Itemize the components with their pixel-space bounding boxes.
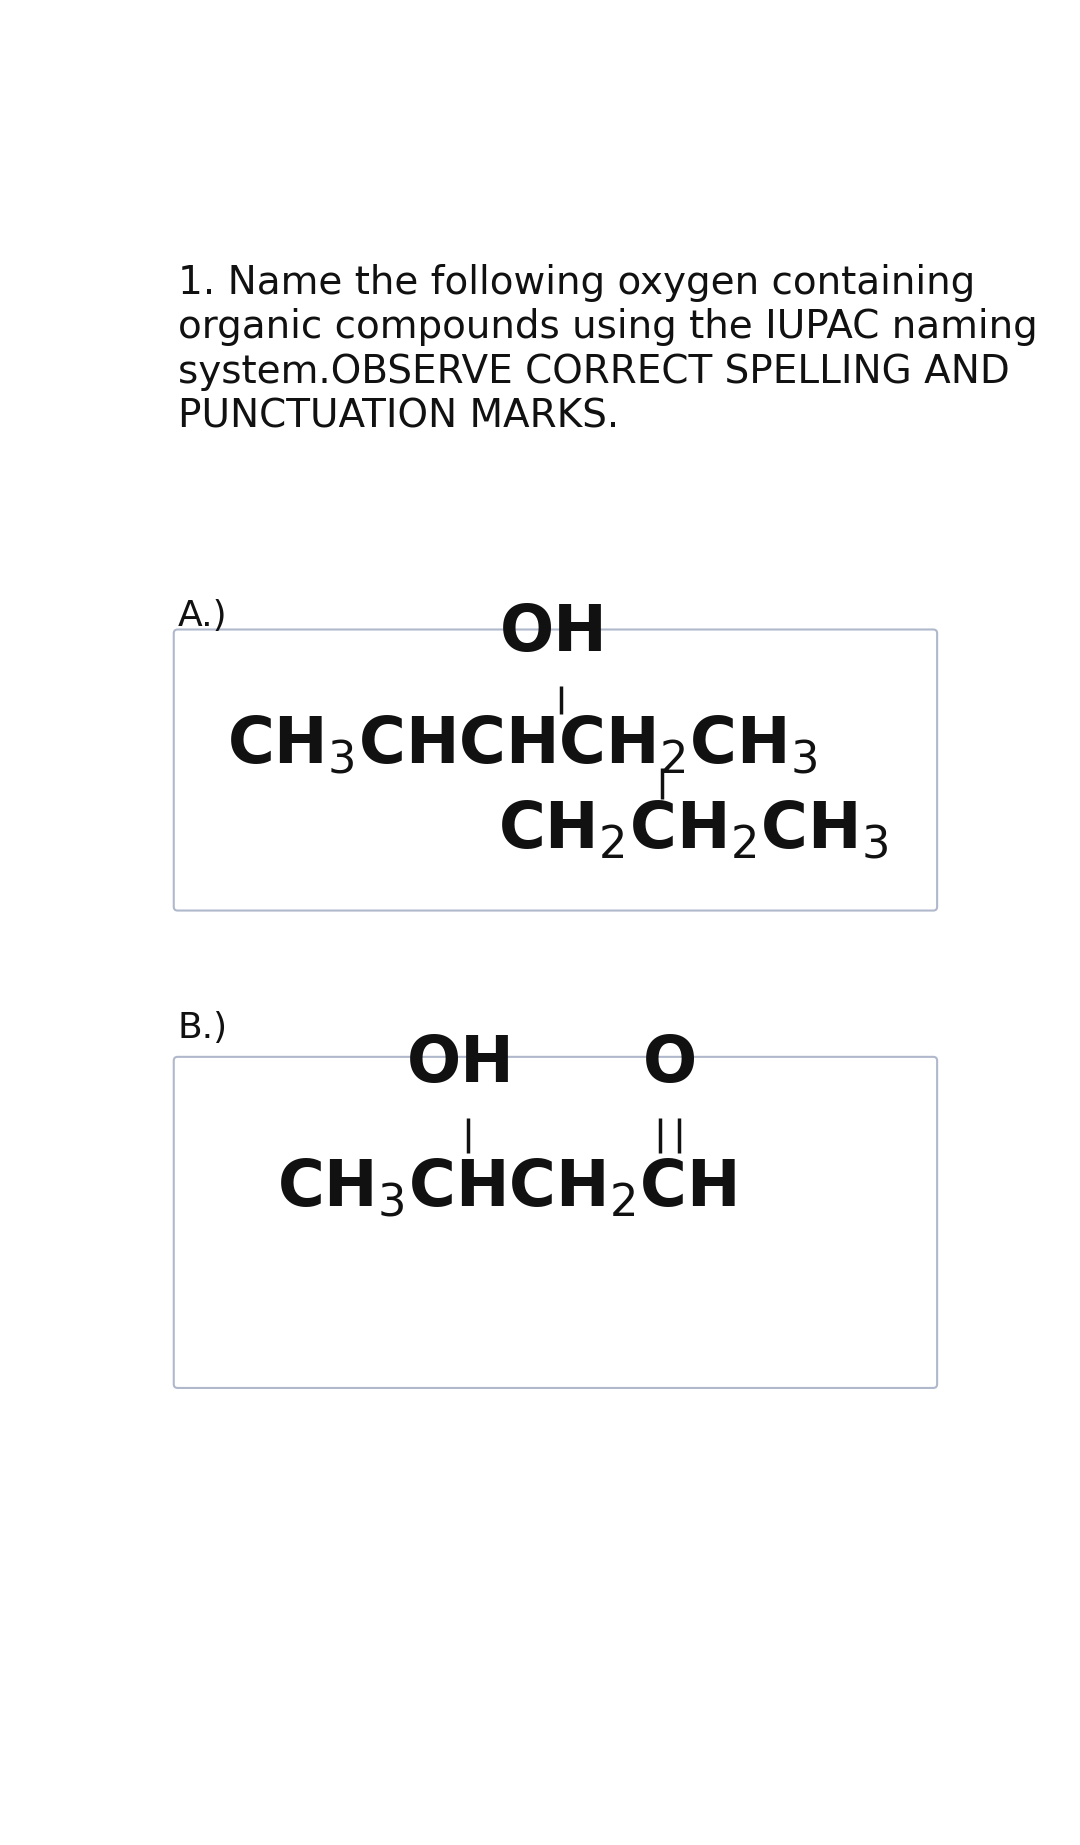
Text: CH$_2$CH$_2$CH$_3$: CH$_2$CH$_2$CH$_3$	[498, 799, 888, 862]
Text: B.): B.)	[177, 1011, 228, 1044]
Text: OH: OH	[500, 601, 607, 664]
Text: A.): A.)	[177, 598, 227, 633]
Text: system.OBSERVE CORRECT SPELLING AND: system.OBSERVE CORRECT SPELLING AND	[177, 352, 1010, 391]
Text: CH$_3$CHCH$_2$CH: CH$_3$CHCH$_2$CH	[278, 1157, 737, 1220]
Text: 1. Name the following oxygen containing: 1. Name the following oxygen containing	[177, 264, 975, 303]
Text: O: O	[643, 1033, 697, 1096]
FancyBboxPatch shape	[174, 629, 937, 911]
Text: CH$_3$CHCHCH$_2$CH$_3$: CH$_3$CHCHCH$_2$CH$_3$	[227, 714, 818, 777]
Text: PUNCTUATION MARKS.: PUNCTUATION MARKS.	[177, 399, 619, 435]
Text: OH: OH	[407, 1033, 514, 1096]
FancyBboxPatch shape	[174, 1057, 937, 1387]
Text: organic compounds using the IUPAC naming: organic compounds using the IUPAC naming	[177, 308, 1038, 347]
